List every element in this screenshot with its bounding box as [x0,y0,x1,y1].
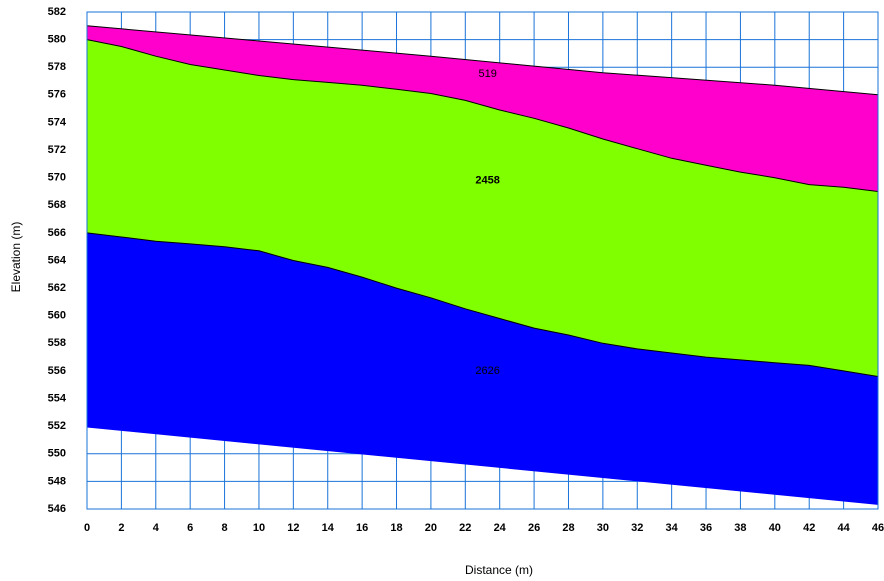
layer-top-boundary-2626 [86,232,879,377]
x-tick-label-4: 4 [153,522,160,534]
x-tick-label-46: 46 [872,522,884,534]
y-axis-title: Elevation (m) [9,222,23,293]
x-tick-label-8: 8 [222,522,228,534]
layer-area-2626 [87,232,878,505]
y-tick-label-552: 552 [48,420,66,432]
x-tick-label-40: 40 [769,522,781,534]
x-tick-label-38: 38 [734,522,746,534]
x-tick-label-44: 44 [837,522,850,534]
x-tick-label-34: 34 [666,522,679,534]
x-tick-label-18: 18 [390,522,402,534]
y-tick-label-574: 574 [48,116,67,128]
x-tick-label-16: 16 [356,522,368,534]
x-tick-label-6: 6 [187,522,193,534]
x-tick-label-26: 26 [528,522,540,534]
layer-area-2458 [87,39,878,377]
y-tick-label-554: 554 [48,392,67,404]
y-tick-label-568: 568 [48,199,66,211]
x-tick-label-30: 30 [597,522,609,534]
y-axis-tick-labels: 546 548 550 552 554 556 558 560 562 564 566 568 570 5… [48,6,67,515]
y-tick-label-558: 558 [48,337,66,349]
layer-label-2458: 2458 [475,174,499,186]
x-tick-label-36: 36 [700,522,712,534]
x-tick-label-10: 10 [253,522,265,534]
y-tick-label-550: 550 [48,448,66,460]
x-tick-label-2: 2 [118,522,124,534]
y-tick-label-562: 562 [48,282,66,294]
x-tick-label-24: 24 [494,522,507,534]
y-tick-label-560: 560 [48,310,66,322]
y-tick-label-582: 582 [48,6,66,18]
layer-labels: 519 2458 2626 [475,68,499,377]
y-tick-label-576: 576 [48,89,66,101]
x-tick-label-20: 20 [425,522,437,534]
x-tick-label-14: 14 [322,522,335,534]
layer-area-519 [87,25,878,192]
y-tick-label-572: 572 [48,144,66,156]
layer-top-boundary-2458 [86,39,879,192]
layer-label-2626: 2626 [475,365,499,377]
layer-areas [87,25,878,505]
x-axis-title: Distance (m) [465,563,533,577]
y-tick-label-556: 556 [48,365,66,377]
x-tick-label-28: 28 [562,522,574,534]
y-tick-label-578: 578 [48,61,66,73]
x-tick-label-42: 42 [803,522,815,534]
x-tick-label-12: 12 [287,522,299,534]
plot-frame [86,11,879,510]
x-tick-label-0: 0 [84,522,90,534]
y-tick-label-566: 566 [48,227,66,239]
y-tick-label-570: 570 [48,172,66,184]
layer-top-boundary-519 [86,25,879,96]
layer-boundaries [86,25,879,377]
y-tick-label-580: 580 [48,34,66,46]
y-tick-label-564: 564 [48,254,67,266]
x-tick-label-22: 22 [459,522,471,534]
y-tick-label-546: 546 [48,503,66,515]
y-tick-label-548: 548 [48,475,66,487]
layer-label-519: 519 [478,68,496,80]
x-axis-tick-labels: 0 2 4 6 8 10 12 14 16 18 20 22 24 26 28 30 32 34 36 38 40 42 4… [84,522,884,534]
x-tick-label-32: 32 [631,522,643,534]
